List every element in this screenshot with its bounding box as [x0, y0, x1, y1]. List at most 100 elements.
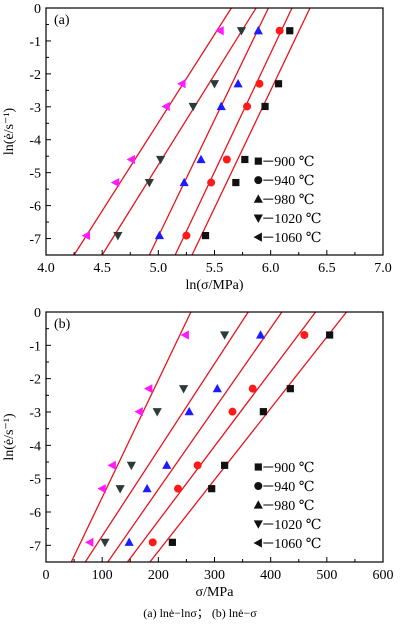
series-4-points	[81, 26, 224, 241]
fit-line-series-1	[174, 8, 293, 255]
y-tick-label: -2	[29, 373, 41, 388]
data-point	[300, 331, 309, 339]
fit-line-series-4	[70, 312, 192, 562]
series-4-points	[85, 330, 189, 547]
legend-label: 900 ℃	[274, 461, 314, 476]
x-tick-label: 100	[92, 568, 113, 583]
data-point	[255, 330, 266, 339]
data-point	[124, 537, 134, 546]
legend-marker	[254, 157, 262, 165]
series-2-points	[154, 25, 263, 240]
panel-label: (b)	[54, 317, 71, 332]
y-tick-label: 0	[34, 306, 41, 321]
data-point	[81, 230, 91, 241]
fit-line-series-0	[149, 312, 348, 562]
data-point	[275, 26, 284, 35]
data-point	[274, 80, 283, 88]
series-3-points	[113, 27, 247, 241]
data-point	[243, 102, 252, 111]
chart-panel-a: 4.0 4.5 5.0 5.5 6.0 6.5 7.0 0 -1 -2 -3 -4 -5 -6 -7 ln(σ…	[2, 2, 392, 293]
data-point	[220, 331, 230, 340]
data-point	[143, 384, 153, 394]
x-axis-label: σ/MPa	[196, 585, 235, 600]
legend-marker	[254, 176, 263, 185]
fit-line-series-3	[84, 312, 249, 562]
data-point	[126, 461, 136, 471]
y-tick-label: -2	[29, 68, 41, 83]
data-point	[216, 101, 226, 111]
fit-line-series-1	[126, 312, 317, 562]
data-point	[248, 384, 257, 393]
legend: 900 ℃ 940 ℃ 980 ℃ 1020 ℃ 1060 ℃	[253, 155, 321, 246]
legend-marker	[254, 482, 263, 490]
data-point	[182, 231, 191, 240]
fit-line-series-2	[148, 8, 270, 255]
y-tick-label: -7	[29, 539, 41, 554]
y-tick-label: -4	[29, 134, 41, 149]
x-tick-label: 6.0	[262, 261, 280, 276]
legend-marker	[254, 463, 262, 471]
data-point	[236, 27, 247, 36]
data-point	[179, 177, 189, 187]
data-point	[155, 155, 166, 165]
data-point	[162, 460, 172, 469]
series-1-points	[182, 26, 284, 240]
x-tick-label: 7.0	[374, 261, 392, 276]
data-point	[144, 178, 154, 188]
legend-label: 900 ℃	[274, 155, 314, 170]
data-point	[228, 407, 237, 416]
data-point	[142, 483, 152, 493]
data-point	[286, 27, 294, 35]
data-point	[115, 485, 125, 494]
legend-marker	[253, 232, 262, 242]
data-point	[110, 177, 120, 188]
y-axis-label: ln(ė/s⁻¹)	[2, 107, 17, 155]
data-point	[188, 102, 198, 112]
data-point	[148, 538, 157, 547]
data-point	[193, 461, 202, 470]
data-point	[232, 178, 240, 187]
fit-line-series-2	[107, 312, 283, 562]
data-point	[326, 331, 334, 339]
data-point	[221, 461, 229, 469]
series-1-points	[148, 331, 309, 547]
legend-marker	[253, 194, 263, 203]
series-0-points	[168, 331, 334, 546]
data-point	[173, 484, 182, 493]
data-point	[215, 26, 224, 36]
x-tick-label: 600	[373, 568, 394, 583]
legend-label: 980 ℃	[274, 499, 314, 514]
legend-marker	[253, 538, 262, 548]
data-point	[85, 537, 94, 547]
y-tick-label: -5	[29, 167, 41, 182]
x-tick-label: 4.5	[93, 261, 111, 276]
x-tick-label: 5.5	[206, 261, 224, 276]
fit-line-series-3	[101, 8, 257, 255]
chart-panel-b: 0 100 200 300 400 500 600 0 -1 -2 -3 -4 -5 -6 -7 σ/MPa l…	[2, 306, 394, 600]
plot-frame	[45, 7, 384, 256]
data-point	[180, 330, 189, 340]
legend-label: 940 ℃	[274, 174, 314, 189]
data-point	[168, 538, 176, 546]
legend-label: 940 ℃	[274, 480, 314, 495]
x-tick-label: 500	[316, 568, 337, 583]
data-point	[152, 408, 162, 417]
data-point	[154, 230, 165, 240]
data-point	[134, 407, 143, 417]
legend-label: 980 ℃	[274, 193, 314, 208]
x-tick-label: 200	[148, 568, 169, 583]
x-tick-label: 5.0	[150, 261, 168, 276]
y-tick-label: -3	[29, 406, 41, 421]
data-point	[212, 383, 222, 393]
y-tick-label: 0	[34, 2, 41, 17]
y-tick-label: -1	[29, 35, 41, 50]
data-point	[97, 484, 106, 494]
data-point	[107, 460, 116, 470]
y-tick-label: -6	[29, 200, 41, 215]
data-point	[233, 78, 243, 88]
x-tick-label: 300	[204, 568, 225, 583]
data-point	[201, 231, 210, 240]
y-tick-label: -4	[29, 439, 41, 454]
data-point	[161, 101, 170, 112]
